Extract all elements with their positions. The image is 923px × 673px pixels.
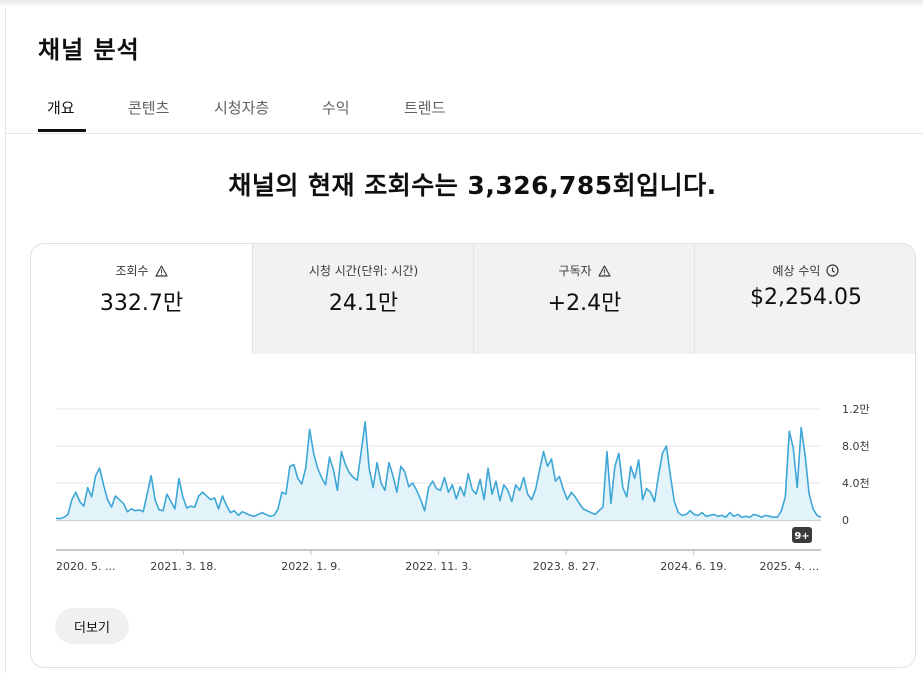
views-area: [56, 421, 821, 520]
views-line: [55, 421, 822, 520]
tab-trends[interactable]: 트렌드: [404, 99, 446, 117]
annotation-badge-label: 9+: [794, 531, 809, 542]
clock-icon: [826, 264, 840, 277]
top-shadow: [0, 0, 923, 8]
metric-views-value: 332.7만: [99, 291, 184, 316]
tab-overview[interactable]: 개요: [47, 99, 75, 117]
left-divider: [5, 8, 6, 673]
metric-card-watch-time[interactable]: 시청 시간(단위: 시간) 24.1만: [252, 244, 474, 354]
metric-card-subscribers[interactable]: 구독자 +2.4만: [473, 244, 695, 354]
analytics-card: 조회수 332.7만 시청 시간(단위: 시간) 24.1만 구독자 +2.4만…: [30, 243, 916, 668]
metric-watch-time-value: 24.1만: [328, 291, 399, 316]
y-tick-label: 0: [842, 514, 849, 527]
metric-revenue-value: $2,254.05: [750, 285, 862, 310]
metric-revenue-label: 예상 수익: [772, 264, 821, 278]
active-tab-indicator: [38, 129, 86, 132]
y-tick-label: 4.0천: [842, 476, 870, 490]
views-chart: 0 4.0천 8.0천 1.2만 2020. 5. ... 2021. 3. 18. 202…: [55, 403, 870, 573]
x-tick-label: 2023. 8. 27.: [533, 560, 599, 573]
metric-card-views[interactable]: 조회수 332.7만: [31, 244, 252, 354]
y-tick-label: 1.2만: [842, 403, 870, 416]
metric-watch-time-label: 시청 시간(단위: 시간): [308, 264, 419, 278]
warning-icon: [597, 264, 611, 277]
x-tick-label: 2025. 4. ...: [760, 560, 819, 573]
more-button[interactable]: 더보기: [55, 608, 129, 644]
x-tick-label: 2021. 3. 18.: [150, 560, 216, 573]
x-tick-label: 2024. 6. 19.: [660, 560, 726, 573]
metric-subscribers-label: 구독자: [558, 264, 592, 278]
tab-audience[interactable]: 시청자층: [214, 99, 270, 117]
y-tick-label: 8.0천: [842, 439, 870, 453]
tabs-divider: [5, 133, 923, 134]
x-tick-label: 2022. 11. 3.: [405, 560, 471, 573]
headline: 채널의 현재 조회수는 3,326,785회입니다.: [228, 171, 717, 200]
annotation-badge: [792, 527, 812, 543]
metric-card-revenue[interactable]: 예상 수익 $2,254.05: [694, 244, 915, 354]
tab-content[interactable]: 콘텐츠: [128, 99, 170, 117]
x-tick-label: 2020. 5. ...: [56, 560, 115, 573]
tab-revenue[interactable]: 수익: [322, 99, 350, 117]
metric-subscribers-value: +2.4만: [547, 291, 622, 316]
x-tick-label: 2022. 1. 9.: [281, 560, 340, 573]
metric-views-label: 조회수: [115, 264, 149, 278]
page-title: 채널 분석: [38, 36, 140, 64]
warning-icon: [154, 264, 168, 277]
